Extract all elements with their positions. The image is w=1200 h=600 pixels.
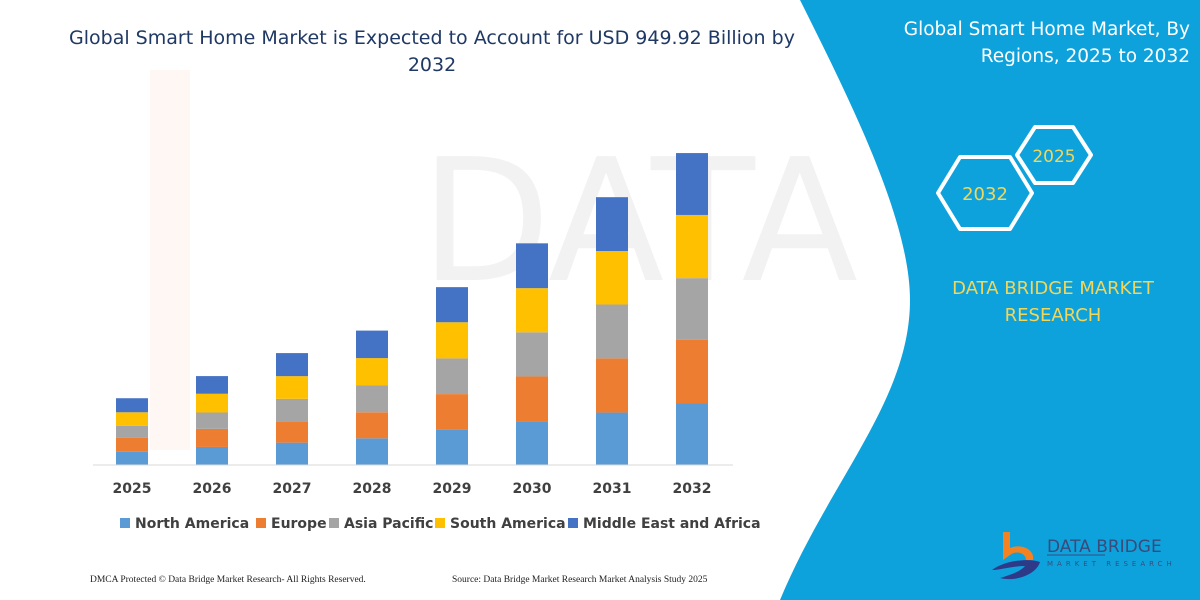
x-tick-label: 2032 bbox=[673, 481, 712, 497]
x-tick-label: 2027 bbox=[273, 481, 312, 497]
x-tick-label: 2028 bbox=[353, 481, 392, 497]
bar-segment-2025-south-america bbox=[116, 412, 148, 426]
legend-item: Europe bbox=[256, 516, 327, 532]
hexagon-2032 bbox=[936, 155, 1034, 231]
footer-copyright: DMCA Protected © Data Bridge Market Rese… bbox=[90, 574, 366, 585]
bar-segment-2032-europe bbox=[676, 339, 708, 404]
bar-segment-2031-north-america bbox=[596, 412, 628, 465]
side-panel-background bbox=[780, 0, 1200, 600]
bar-segment-2027-north-america bbox=[276, 442, 308, 465]
legend-label: Asia Pacific bbox=[344, 516, 433, 532]
chart-title-line1: Global Smart Home Market is Expected to … bbox=[69, 27, 795, 49]
logo-mark-top bbox=[1003, 532, 1034, 560]
legend-label: Europe bbox=[271, 516, 327, 532]
legend-swatch bbox=[256, 518, 266, 528]
chart-title-line2: 2032 bbox=[408, 54, 456, 76]
legend-item: South America bbox=[435, 516, 566, 532]
legend-label: South America bbox=[450, 516, 566, 532]
bar-segment-2031-middle-east-and-africa bbox=[596, 197, 628, 252]
bar-segment-2026-north-america bbox=[196, 446, 228, 465]
bar-segment-2029-north-america bbox=[436, 429, 468, 465]
legend-swatch bbox=[120, 518, 130, 528]
bar-segment-2029-europe bbox=[436, 394, 468, 430]
bar-segment-2027-europe bbox=[276, 421, 308, 443]
brand-line1: DATA BRIDGE MARKET bbox=[952, 278, 1155, 299]
bar-segment-2026-south-america bbox=[196, 393, 228, 413]
bar-segment-2027-asia-pacific bbox=[276, 398, 308, 422]
legend-label: Middle East and Africa bbox=[583, 516, 761, 532]
legend-item: Asia Pacific bbox=[329, 516, 433, 532]
logo-text: DATA BRIDGE bbox=[1047, 537, 1162, 557]
bar-segment-2028-south-america bbox=[356, 358, 388, 386]
bar-segment-2032-south-america bbox=[676, 214, 708, 279]
hex-label-2032: 2032 bbox=[962, 184, 1008, 205]
bar-segment-2032-north-america bbox=[676, 403, 708, 465]
x-tick-label: 2025 bbox=[113, 481, 152, 497]
bar-segment-2032-middle-east-and-africa bbox=[676, 153, 708, 215]
bar-segment-2025-asia-pacific bbox=[116, 425, 148, 438]
bar-segment-2030-europe bbox=[516, 376, 548, 422]
x-tick-label: 2030 bbox=[513, 481, 552, 497]
side-title-line2: Regions, 2025 to 2032 bbox=[981, 46, 1190, 67]
bar-segment-2030-south-america bbox=[516, 288, 548, 333]
bar-segment-2028-middle-east-and-africa bbox=[356, 330, 388, 359]
bar-segment-2029-asia-pacific bbox=[436, 358, 468, 395]
x-axis-labels: 2025 2026 2027 2028 2029 2030 2031 2032 bbox=[113, 481, 712, 497]
brand-line2: RESEARCH bbox=[1005, 305, 1102, 326]
legend-swatch bbox=[568, 518, 578, 528]
bar-segment-2031-europe bbox=[596, 358, 628, 413]
logo-mark-bottom bbox=[992, 560, 1040, 580]
legend-item: Middle East and Africa bbox=[568, 516, 761, 532]
bar-segment-2027-south-america bbox=[276, 376, 308, 399]
x-tick-label: 2029 bbox=[433, 481, 472, 497]
bar-segment-2032-asia-pacific bbox=[676, 278, 708, 340]
logo-subtext: MARKET RESEARCH bbox=[1047, 560, 1176, 568]
bar-segment-2025-middle-east-and-africa bbox=[116, 398, 148, 413]
legend-item: North America bbox=[120, 516, 249, 532]
bar-segment-2025-north-america bbox=[116, 451, 148, 465]
legend-swatch bbox=[435, 518, 445, 528]
hex-label-2025: 2025 bbox=[1032, 147, 1075, 167]
bar-segment-2029-middle-east-and-africa bbox=[436, 287, 468, 323]
bar-segment-2029-south-america bbox=[436, 322, 468, 359]
data-bridge-logo: DATA BRIDGE MARKET RESEARCH bbox=[992, 532, 1176, 580]
x-tick-label: 2031 bbox=[593, 481, 632, 497]
bar-segment-2028-north-america bbox=[356, 438, 388, 465]
bar-segment-2027-middle-east-and-africa bbox=[276, 353, 308, 377]
bar-segment-2030-middle-east-and-africa bbox=[516, 243, 548, 289]
legend: North America Europe Asia Pacific South Ame… bbox=[120, 516, 761, 532]
bar-segment-2028-asia-pacific bbox=[356, 385, 388, 413]
bar-segment-2030-north-america bbox=[516, 421, 548, 465]
bars bbox=[116, 153, 708, 465]
bar-segment-2028-europe bbox=[356, 412, 388, 439]
legend-swatch bbox=[329, 518, 339, 528]
bar-segment-2030-asia-pacific bbox=[516, 332, 548, 377]
legend-label: North America bbox=[135, 516, 249, 532]
bar-segment-2031-south-america bbox=[596, 251, 628, 305]
bar-segment-2031-asia-pacific bbox=[596, 304, 628, 359]
bar-segment-2026-europe bbox=[196, 428, 228, 447]
side-title-line1: Global Smart Home Market, By bbox=[904, 19, 1190, 40]
x-tick-label: 2026 bbox=[193, 481, 232, 497]
bar-segment-2025-europe bbox=[116, 437, 148, 452]
hexagon-2025 bbox=[1015, 125, 1093, 185]
footer-source: Source: Data Bridge Market Research Mark… bbox=[452, 575, 708, 585]
bar-segment-2026-asia-pacific bbox=[196, 412, 228, 429]
bar-segment-2026-middle-east-and-africa bbox=[196, 376, 228, 394]
